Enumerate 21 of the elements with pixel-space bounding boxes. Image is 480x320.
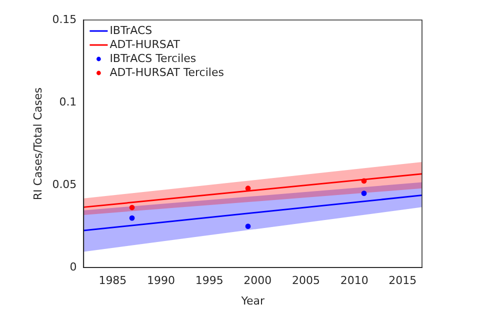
- point: [129, 215, 135, 221]
- x-tick-label: 1985: [98, 274, 127, 288]
- x-tick-label: 2005: [292, 274, 320, 288]
- legend-label: ADT-HURSAT Terciles: [110, 66, 224, 79]
- x-axis-title: Year: [240, 294, 265, 308]
- point: [361, 190, 367, 196]
- x-tick-label: 1990: [147, 274, 176, 288]
- legend-label: IBTrACS: [110, 24, 152, 37]
- y-tick-label: 0.1: [59, 95, 77, 108]
- point: [129, 204, 135, 210]
- x-tick-label: 2015: [388, 274, 417, 288]
- y-tick-label: 0.15: [52, 12, 77, 26]
- x-tick-label: 2010: [340, 274, 368, 288]
- legend-label: ADT-HURSAT: [110, 38, 180, 51]
- x-tick-label: 1995: [195, 274, 224, 288]
- y-tick-label: 0: [70, 260, 77, 274]
- x-tick-label: 2000: [244, 274, 272, 288]
- point: [245, 224, 251, 230]
- y-axis-title: RI Cases/Total Cases: [31, 87, 44, 200]
- y-tick-label: 0.05: [52, 178, 77, 191]
- legend-label: IBTrACS Terciles: [110, 52, 196, 65]
